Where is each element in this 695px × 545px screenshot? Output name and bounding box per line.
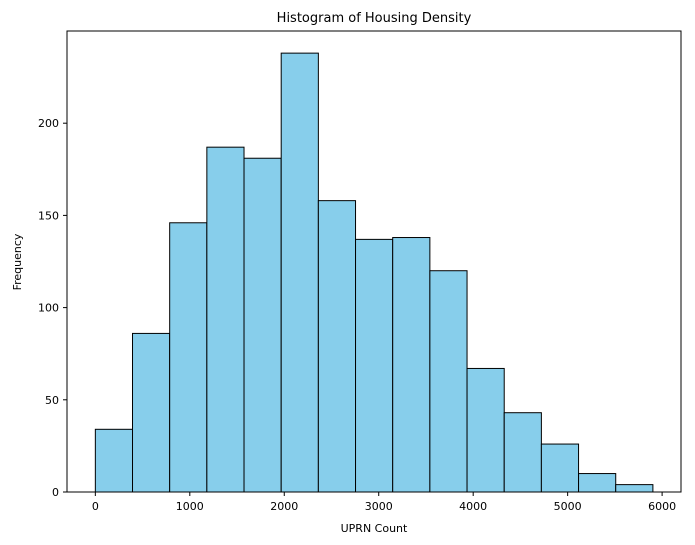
x-tick-label: 6000: [648, 500, 676, 513]
histogram-bar: [243, 157, 282, 493]
histogram-bar: [317, 200, 357, 493]
chart-title: Histogram of Housing Density: [277, 11, 472, 26]
histogram-bar: [392, 237, 431, 493]
x-axis-ticks: 0 1000 2000 3000 4000 5000 6000: [92, 492, 676, 513]
bars-group: [94, 52, 654, 493]
x-axis-label: UPRN Count: [341, 522, 408, 535]
x-tick-label: 5000: [554, 500, 582, 513]
histogram-bar: [355, 238, 394, 493]
y-tick-label: 0: [52, 486, 59, 499]
x-tick-label: 2000: [270, 500, 298, 513]
histogram-bar: [578, 473, 617, 493]
histogram-bar: [466, 367, 505, 493]
histogram-bar: [503, 412, 542, 493]
histogram-bar: [429, 270, 468, 493]
x-tick-label: 0: [92, 500, 99, 513]
histogram-bar: [132, 332, 171, 493]
plot-frame: [66, 30, 682, 493]
y-axis-label: Frequency: [11, 233, 24, 290]
histogram-bar: [169, 222, 208, 493]
y-tick-label: 100: [38, 302, 59, 315]
histogram-bar: [206, 146, 245, 493]
x-tick-label: 3000: [365, 500, 393, 513]
y-axis-ticks: 0 50 100 150 200: [38, 117, 67, 499]
y-tick-label: 150: [38, 209, 59, 222]
histogram-bar: [94, 428, 134, 493]
histogram-bar: [280, 52, 319, 493]
histogram-bar: [615, 484, 654, 493]
histogram-bar: [540, 443, 580, 493]
x-tick-label: 1000: [176, 500, 204, 513]
y-tick-label: 50: [45, 394, 59, 407]
x-tick-label: 4000: [459, 500, 487, 513]
y-tick-label: 200: [38, 117, 59, 130]
